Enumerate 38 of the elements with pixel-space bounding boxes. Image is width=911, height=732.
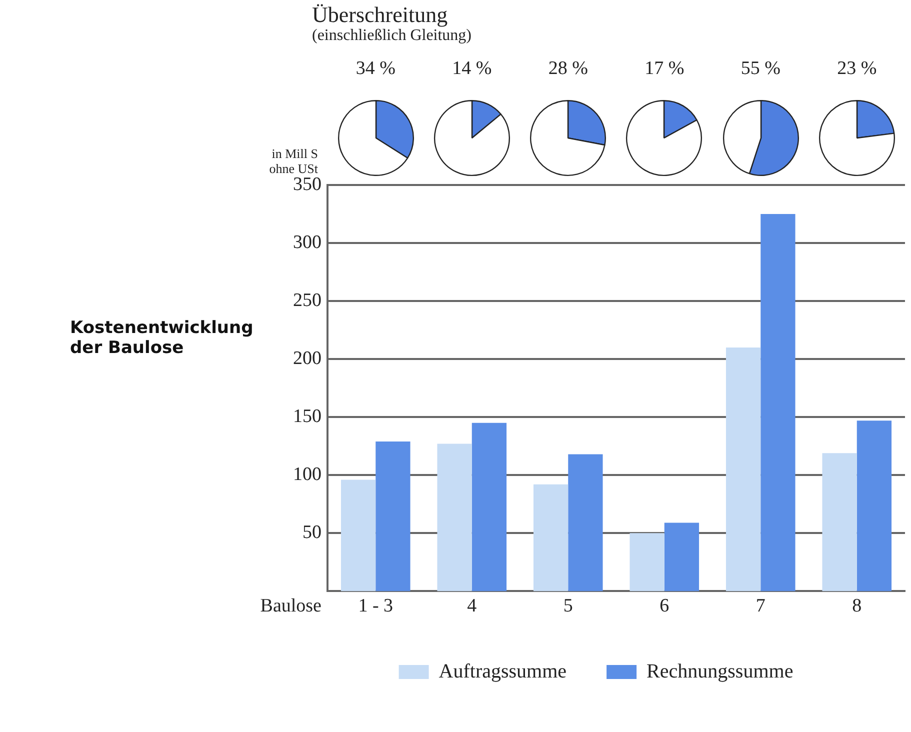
y-tick-label: 350 xyxy=(293,174,322,195)
bar xyxy=(822,453,857,592)
chart-title: 55 % xyxy=(740,58,782,80)
y-tick-label: 150 xyxy=(293,406,322,428)
bar xyxy=(472,422,507,592)
x-tick-label: 1 - 3 xyxy=(358,596,394,617)
bar xyxy=(856,420,892,592)
text: Kostenentwicklung der Baulose xyxy=(70,318,254,358)
bar xyxy=(726,347,761,592)
bar xyxy=(533,484,568,592)
x-tick-label: 5 xyxy=(563,596,573,617)
x-tick-label: 6 xyxy=(660,596,670,617)
text: (einschließlich Gleitung) xyxy=(312,27,472,45)
x-tick-label: 8 xyxy=(852,596,862,617)
bar xyxy=(630,533,664,592)
y-tick-label: 300 xyxy=(293,232,322,254)
chart-title: 14 % xyxy=(451,58,493,80)
chart-title: 34 % xyxy=(354,58,396,80)
x-axis-title: Baulose xyxy=(260,596,322,617)
chart-title: 17 % xyxy=(644,58,686,80)
y-axis-title: in Mill S ohne USt xyxy=(268,146,318,176)
bar xyxy=(437,444,472,592)
y-tick-label: 50 xyxy=(302,522,322,544)
y-tick-label: 100 xyxy=(293,464,322,486)
legend-label: Rechnungssumme xyxy=(646,660,794,682)
x-tick-label: 7 xyxy=(756,596,766,617)
bar xyxy=(760,214,796,592)
legend-label: Auftragssumme xyxy=(438,660,567,682)
bar xyxy=(376,441,410,592)
y-tick-label: 250 xyxy=(293,290,322,312)
chart-title: 23 % xyxy=(836,58,878,80)
text: Überschreitung xyxy=(312,2,448,28)
x-tick-label: 4 xyxy=(467,596,478,617)
y-tick-label: 200 xyxy=(293,348,322,370)
bar xyxy=(568,454,603,592)
bar xyxy=(340,480,376,592)
bar xyxy=(664,522,700,592)
chart-title: 28 % xyxy=(547,58,589,80)
